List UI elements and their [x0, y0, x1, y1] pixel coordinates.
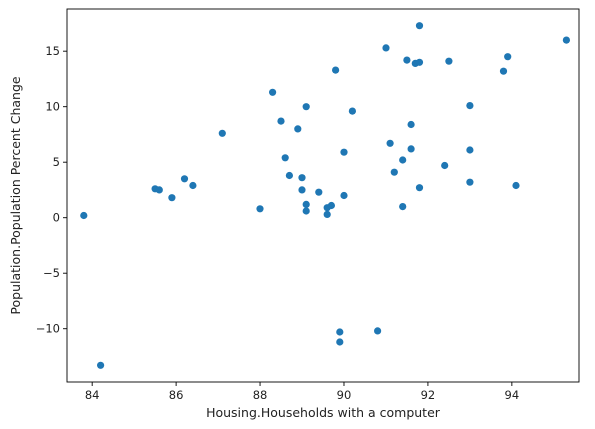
data-point	[466, 146, 474, 154]
y-tick-label: 10	[45, 100, 60, 114]
data-point	[323, 210, 331, 218]
data-point	[415, 22, 424, 30]
y-tick-label: 5	[53, 155, 60, 169]
data-point	[415, 184, 424, 192]
data-point	[466, 178, 474, 186]
data-point	[285, 171, 293, 180]
data-point	[302, 207, 310, 215]
y-tick-label: −10	[36, 322, 60, 336]
data-point	[327, 201, 335, 210]
data-point	[281, 154, 289, 162]
data-point	[269, 88, 277, 96]
data-point	[218, 129, 226, 137]
data-point	[386, 139, 394, 147]
x-tick-label: 86	[169, 388, 184, 402]
data-point	[336, 328, 344, 336]
y-tick-label: 15	[45, 44, 60, 58]
data-point	[332, 66, 340, 74]
data-point	[97, 361, 105, 369]
data-point	[336, 338, 344, 346]
data-point	[512, 181, 520, 190]
data-point	[298, 186, 306, 194]
data-point	[445, 57, 453, 65]
y-axis-label: Population.Population Percent Change	[8, 76, 23, 314]
x-tick-label: 84	[85, 388, 100, 402]
data-point	[407, 145, 415, 153]
data-point	[302, 200, 310, 208]
data-point	[340, 191, 348, 200]
data-point	[256, 205, 264, 213]
data-point	[340, 148, 348, 156]
x-tick-label: 92	[421, 388, 436, 402]
data-point	[466, 102, 474, 110]
data-point	[415, 58, 424, 66]
data-point	[294, 125, 302, 133]
data-point	[315, 188, 323, 196]
x-tick-label: 88	[253, 388, 268, 402]
data-point	[441, 161, 449, 170]
data-point	[399, 156, 407, 164]
data-point	[374, 327, 382, 335]
data-point	[298, 174, 306, 182]
data-point	[277, 117, 285, 125]
x-axis-label: Housing.Households with a computer	[206, 405, 441, 420]
data-point	[382, 44, 390, 52]
plot-frame	[66, 8, 580, 383]
y-tick-label: 0	[53, 211, 60, 225]
data-point	[155, 186, 163, 194]
data-point	[180, 175, 189, 183]
data-point	[504, 53, 512, 61]
x-tick-label: 90	[337, 388, 352, 402]
x-axis-ticks: 84 86 88 90 92 94	[85, 382, 519, 402]
data-point	[562, 36, 571, 44]
data-point	[80, 211, 88, 220]
data-point	[302, 103, 310, 111]
y-tick-label: −5	[43, 266, 60, 280]
data-point	[189, 181, 197, 190]
points-layer	[80, 22, 571, 369]
data-point	[390, 168, 398, 176]
data-point	[407, 120, 415, 129]
data-point	[499, 67, 508, 75]
data-point	[399, 203, 407, 211]
data-point	[168, 194, 176, 202]
data-point	[348, 107, 356, 115]
x-tick-label: 94	[505, 388, 520, 402]
data-point	[403, 56, 411, 64]
y-axis-ticks: −10 −5 0 5 10 15	[36, 44, 67, 336]
